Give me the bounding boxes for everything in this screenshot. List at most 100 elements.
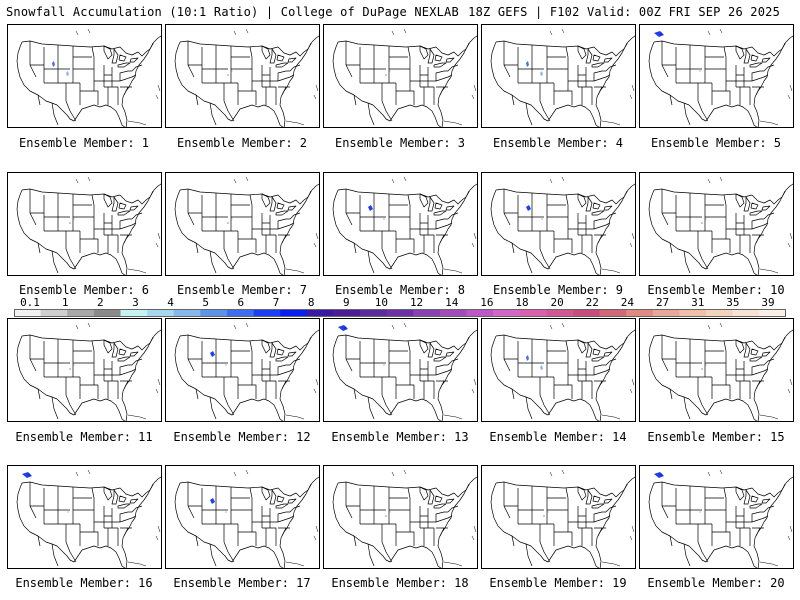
colorbar-tick-label: 22: [585, 296, 599, 309]
colorbar-swatch: [679, 310, 707, 316]
colorbar-tick-label: 6: [237, 296, 245, 309]
us-map: [332, 469, 477, 568]
colorbar-swatch: [14, 310, 41, 316]
ensemble-map-panel: [165, 24, 320, 128]
us-map: [174, 28, 319, 127]
colorbar-swatch: [173, 310, 201, 316]
us-map: [648, 28, 793, 127]
ensemble-member-label: Ensemble Member: 8: [334, 283, 466, 297]
ensemble-map-panel: [7, 465, 162, 569]
colorbar-swatch: [546, 310, 574, 316]
ensemble-member-label: Ensemble Member: 9: [492, 283, 624, 297]
snowfall-colorbar: [14, 309, 786, 317]
us-map: [16, 28, 161, 127]
colorbar-swatch: [147, 310, 175, 316]
colorbar-tick-label: 39: [761, 296, 775, 309]
ensemble-member-label: Ensemble Member: 11: [15, 430, 153, 444]
us-map: [174, 176, 319, 275]
ensemble-member-label: Ensemble Member: 5: [650, 136, 782, 150]
ensemble-map-panel: [481, 172, 636, 276]
ensemble-map-panel: [165, 172, 320, 276]
us-map: [490, 322, 635, 421]
colorbar-swatch: [466, 310, 494, 316]
ensemble-map-panel: [481, 465, 636, 569]
ensemble-member-label: Ensemble Member: 18: [331, 576, 469, 590]
colorbar-swatch: [493, 310, 521, 316]
us-map: [16, 469, 161, 568]
colorbar-swatch: [360, 310, 387, 316]
us-map: [174, 322, 319, 421]
ensemble-member-label: Ensemble Member: 2: [176, 136, 308, 150]
colorbar-swatch: [93, 310, 121, 316]
us-map: [16, 322, 161, 421]
colorbar-tick-label: 3: [132, 296, 139, 309]
colorbar-swatch: [120, 310, 148, 316]
colorbar-swatch: [67, 310, 95, 316]
colorbar-swatch: [573, 310, 600, 316]
us-map: [332, 28, 477, 127]
us-map: [16, 176, 161, 275]
ensemble-map-panel: [481, 318, 636, 422]
colorbar-tick-label: 20: [550, 296, 564, 309]
colorbar-swatch: [519, 310, 547, 316]
colorbar-swatch: [626, 310, 654, 316]
colorbar-tick-label: 2: [96, 296, 104, 309]
colorbar-swatch: [306, 310, 334, 316]
colorbar-tick-label: 4: [167, 296, 174, 309]
ensemble-member-label: Ensemble Member: 6: [18, 283, 150, 297]
ensemble-member-label: Ensemble Member: 15: [647, 430, 785, 444]
colorbar-tick-label: 10: [374, 296, 389, 309]
colorbar-swatch: [413, 310, 441, 316]
colorbar-swatch: [226, 310, 254, 316]
ensemble-map-panel: [165, 318, 320, 422]
us-map: [490, 469, 635, 568]
colorbar-swatch: [706, 310, 734, 316]
ensemble-map-panel: [639, 24, 794, 128]
ensemble-member-label: Ensemble Member: 16: [15, 576, 153, 590]
colorbar-tick-label: 14: [445, 296, 459, 309]
colorbar-tick-label: 18: [515, 296, 529, 309]
colorbar-tick-label: 16: [480, 296, 494, 309]
colorbar-tick-label: 35: [726, 296, 740, 309]
chart-title: Snowfall Accumulation (10:1 Ratio) | Col…: [6, 5, 459, 19]
ensemble-member-label: Ensemble Member: 4: [492, 136, 624, 150]
ensemble-member-label: Ensemble Member: 13: [331, 430, 469, 444]
ensemble-map-panel: [323, 24, 478, 128]
colorbar-tick-label: 8: [307, 296, 315, 309]
us-map: [332, 322, 477, 421]
colorbar-swatch: [732, 310, 760, 316]
ensemble-map-panel: [639, 172, 794, 276]
colorbar-tick-label: 1: [61, 296, 69, 309]
colorbar-swatch: [652, 310, 680, 316]
us-map: [648, 322, 793, 421]
us-map: [490, 28, 635, 127]
ensemble-member-label: Ensemble Member: 3: [334, 136, 466, 150]
colorbar-swatch: [759, 310, 786, 316]
colorbar-swatch: [333, 310, 361, 316]
colorbar-swatch: [253, 310, 281, 316]
ensemble-map-panel: [7, 318, 162, 422]
ensemble-map-panel: [165, 465, 320, 569]
colorbar-tick-label: 5: [202, 296, 210, 309]
ensemble-map-panel: [481, 24, 636, 128]
ensemble-member-label: Ensemble Member: 20: [647, 576, 785, 590]
ensemble-map-panel: [7, 24, 162, 128]
ensemble-member-label: Ensemble Member: 7: [176, 283, 308, 297]
us-map: [490, 176, 635, 275]
ensemble-map-panel: [639, 318, 794, 422]
ensemble-map-panel: [323, 318, 478, 422]
colorbar-swatch: [200, 310, 228, 316]
ensemble-map-panel: [323, 465, 478, 569]
colorbar-tick-label: 31: [691, 296, 705, 309]
colorbar-tick-label: 12: [409, 296, 424, 309]
colorbar-swatch: [280, 310, 308, 316]
ensemble-member-label: Ensemble Member: 14: [489, 430, 627, 444]
ensemble-map-panel: [639, 465, 794, 569]
ensemble-member-label: Ensemble Member: 19: [489, 576, 627, 590]
us-map: [332, 176, 477, 275]
colorbar-swatch: [599, 310, 627, 316]
colorbar-swatch: [386, 310, 414, 316]
colorbar-swatch: [40, 310, 68, 316]
ensemble-member-label: Ensemble Member: 1: [18, 136, 150, 150]
ensemble-member-label: Ensemble Member: 17: [173, 576, 311, 590]
